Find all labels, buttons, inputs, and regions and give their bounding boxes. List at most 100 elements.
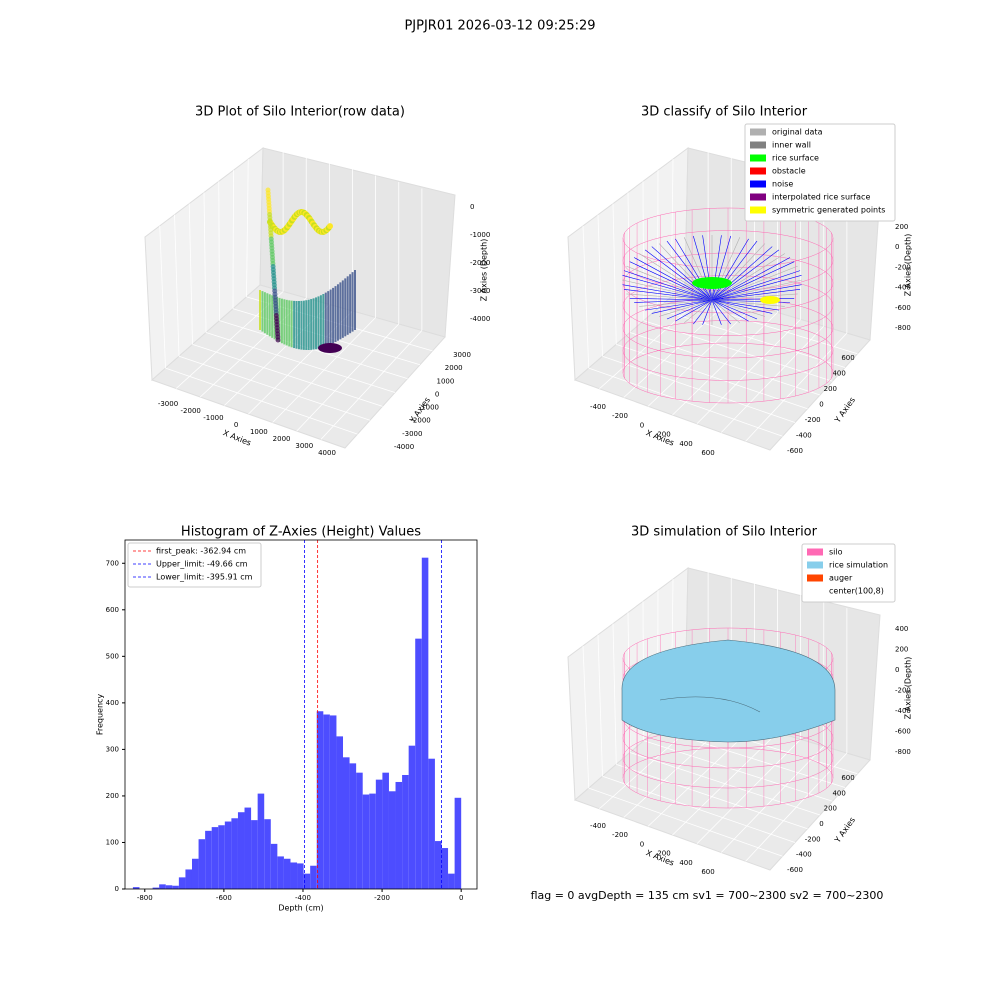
y-axis-label: Frequency: [96, 694, 105, 736]
bar: [336, 736, 344, 889]
grid-line-deco: [629, 332, 821, 396]
grid-line-deco: [657, 170, 659, 309]
legend-label: rice simulation: [829, 561, 888, 570]
classify-deco: [651, 246, 713, 301]
z-tick-label: -600: [895, 728, 911, 736]
y-tick-label: -4000: [394, 443, 414, 451]
classify-deco: [644, 249, 713, 301]
grid-line-deco: [582, 225, 590, 369]
legend-swatch: [807, 574, 823, 582]
y-tick-label: -200: [805, 835, 821, 843]
classify-deco: [711, 238, 749, 301]
bar: [441, 848, 449, 889]
legend-box: [127, 542, 262, 588]
grid-line-deco: [188, 203, 193, 345]
legend-label: inner wall: [772, 141, 811, 150]
pane-floor: [151, 284, 446, 449]
bar: [310, 865, 317, 889]
x-tick-label: -200: [612, 412, 628, 420]
grid-line-deco: [219, 320, 408, 380]
bar: [415, 638, 422, 889]
legend-swatch: [750, 167, 766, 175]
legend-swatch: [807, 587, 823, 595]
classify-deco: [622, 275, 713, 301]
y-tick-label: 200: [106, 792, 119, 800]
bar: [178, 877, 186, 889]
y-tick-label: -2000: [410, 417, 430, 425]
bar: [218, 825, 225, 889]
y-tick-label: 600: [841, 774, 854, 782]
bar: [408, 745, 416, 889]
classify-deco: [711, 237, 741, 301]
grid-line-deco: [597, 214, 603, 357]
bar: [290, 862, 298, 889]
classify-deco: [711, 235, 722, 301]
x-tick-label: -200: [612, 831, 628, 839]
z-axis-label: Z Axies (Depth): [904, 234, 913, 297]
x-tick-label: 4000: [318, 449, 336, 457]
classify-deco: [666, 240, 713, 301]
pane-floor: [574, 704, 871, 871]
y-tick-label: 500: [106, 652, 119, 660]
classify-deco: [711, 249, 780, 301]
bar: [448, 873, 455, 889]
x-tick-label: -400: [590, 403, 606, 411]
pane-floor: [574, 284, 871, 451]
panel-title: 3D classify of Silo Interior: [641, 105, 808, 120]
classify-deco: [711, 299, 779, 311]
grid-line-deco: [174, 214, 180, 357]
classify-deco: [711, 246, 773, 301]
grid-line-deco: [582, 645, 590, 789]
grid-line-deco: [272, 317, 376, 423]
bar: [198, 839, 206, 889]
classify-deco: [711, 299, 785, 307]
panel-title: 3D simulation of Silo Interior: [631, 525, 818, 540]
classify-deco: [629, 261, 713, 301]
z-tick-label: 0: [895, 243, 899, 251]
grid-line-deco: [159, 225, 166, 369]
classify-deco: [622, 284, 713, 301]
x-tick-label: -600: [216, 894, 232, 902]
bar: [205, 830, 212, 889]
classify-deco: [711, 298, 795, 301]
x-tick-label: -1000: [203, 414, 223, 422]
bar: [264, 819, 271, 889]
grid-line-deco: [643, 320, 833, 382]
y-tick-label: 400: [106, 699, 119, 707]
x-tick-label: -2000: [181, 407, 201, 415]
grid-line-deco: [320, 330, 423, 440]
y-tick-label: 0: [115, 885, 119, 893]
classify-deco: [711, 289, 801, 301]
bar: [434, 841, 442, 889]
y-tick-label: 0: [435, 390, 439, 398]
z-tick-label: -4000: [470, 315, 490, 323]
y-tick-label: 700: [106, 559, 119, 567]
grid-line-deco: [612, 623, 617, 765]
legend-label: original data: [772, 128, 823, 137]
classify-deco: [711, 284, 802, 301]
scatter-deco: [318, 343, 342, 353]
bar: [224, 821, 232, 889]
y-tick-label: -1000: [419, 404, 439, 412]
y-tick-label: 300: [106, 745, 119, 753]
classify-deco: [711, 279, 803, 301]
x-tick-label: 0: [640, 421, 644, 429]
x-tick-label: 200: [657, 431, 670, 439]
bar: [421, 557, 429, 889]
classify-deco: [711, 299, 741, 324]
y-tick-label: -3000: [402, 430, 422, 438]
classify-deco: [711, 275, 802, 301]
grid-line-deco: [205, 332, 396, 393]
figure-title: PJPJR01 2026-03-12 09:25:29: [404, 19, 595, 34]
z-tick-label: -600: [895, 304, 911, 312]
classify-deco: [623, 270, 713, 301]
y-tick-label: 0: [819, 820, 823, 828]
bar: [270, 843, 278, 889]
grid-line-deco: [597, 634, 603, 777]
bar: [343, 757, 350, 889]
classify-deco: [658, 243, 713, 301]
legend-label: symmetric generated points: [772, 206, 885, 215]
x-tick-label: 3000: [295, 442, 313, 450]
legend-box: [744, 123, 896, 222]
grid-line-deco: [696, 739, 801, 845]
